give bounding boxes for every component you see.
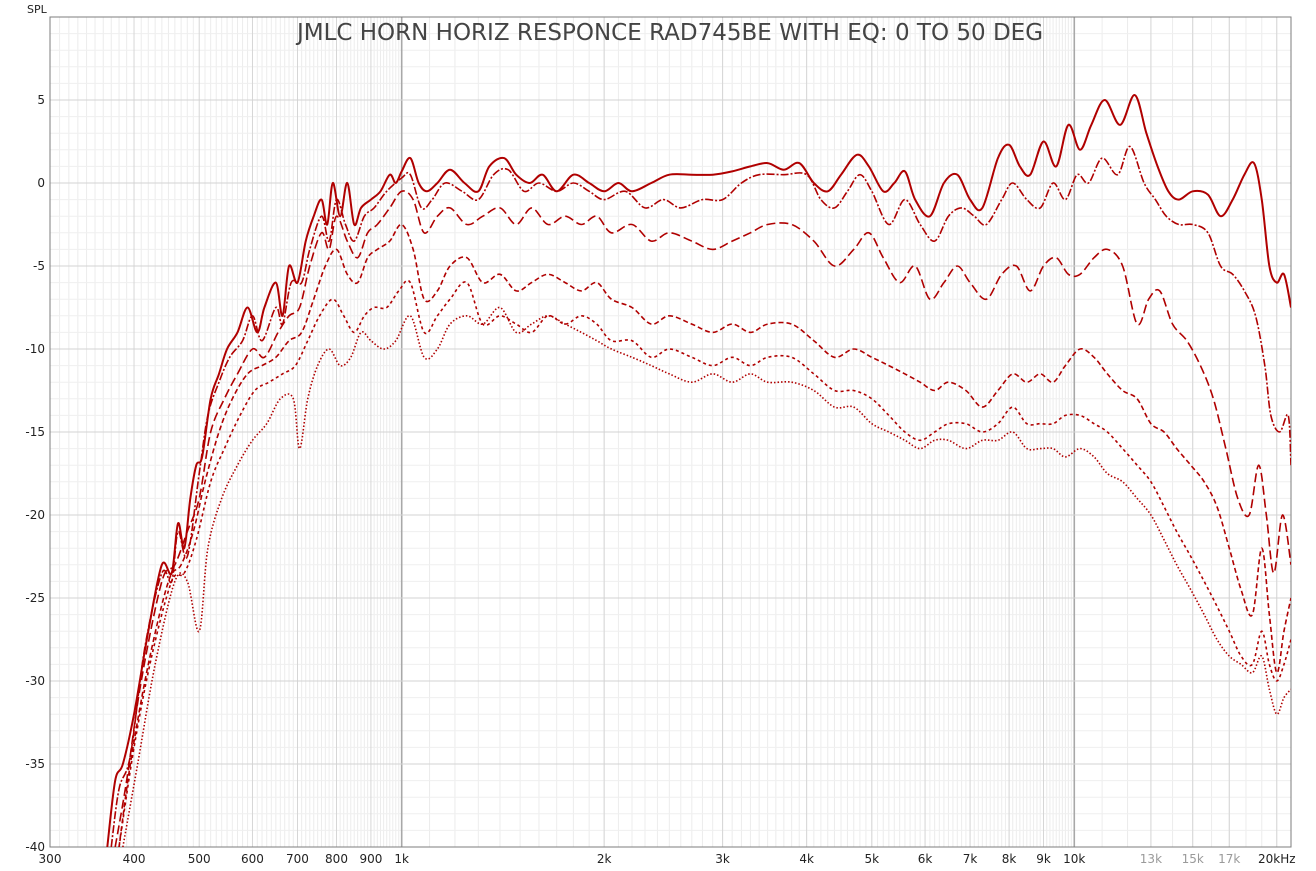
response-curve-6 bbox=[122, 306, 1291, 847]
y-tick-label: 5 bbox=[37, 93, 45, 107]
x-tick-label: 900 bbox=[359, 852, 382, 866]
x-tick-label: 15k bbox=[1182, 852, 1204, 866]
x-tick-label: 500 bbox=[188, 852, 211, 866]
y-tick-label: -15 bbox=[25, 425, 45, 439]
major-gridlines bbox=[49, 17, 1291, 848]
x-tick-label: 9k bbox=[1036, 852, 1051, 866]
x-tick-label: 17k bbox=[1218, 852, 1240, 866]
x-tick-label: 800 bbox=[325, 852, 348, 866]
response-curve-2 bbox=[110, 145, 1291, 847]
x-tick-label: 20kHz bbox=[1258, 852, 1296, 866]
x-tick-label: 5k bbox=[865, 852, 880, 866]
x-tick-label: 4k bbox=[799, 852, 814, 866]
x-tick-label: 10k bbox=[1063, 852, 1085, 866]
series-layer bbox=[106, 94, 1291, 847]
x-tick-label: 400 bbox=[123, 852, 146, 866]
x-tick-label: 2k bbox=[597, 852, 612, 866]
x-tick-label: 600 bbox=[241, 852, 264, 866]
x-tick-label: 7k bbox=[963, 852, 978, 866]
y-tick-label: -10 bbox=[25, 342, 45, 356]
y-tick-label: -5 bbox=[33, 259, 45, 273]
y-tick-label: -25 bbox=[25, 591, 45, 605]
x-tick-label: 13k bbox=[1140, 852, 1162, 866]
response-curve-3 bbox=[114, 190, 1291, 847]
x-tick-label: 1k bbox=[394, 852, 409, 866]
x-tick-label: 6k bbox=[918, 852, 933, 866]
x-tick-label: 300 bbox=[39, 852, 62, 866]
x-tick-label: 8k bbox=[1002, 852, 1017, 866]
y-tick-label: -20 bbox=[25, 508, 45, 522]
y-tick-label: -30 bbox=[25, 674, 45, 688]
x-tick-labels: 300 400 500 600 700 800 900 1k 2k 3k 4k 5k 6k 7k 8k 9k 1… bbox=[39, 852, 1296, 866]
y-tick-label: -35 bbox=[25, 757, 45, 771]
y-axis-label: SPL bbox=[27, 3, 48, 16]
x-tick-label: 700 bbox=[286, 852, 309, 866]
response-curve-5 bbox=[118, 279, 1291, 847]
plot-frame bbox=[49, 16, 1292, 848]
y-tick-labels: 5 0 -5 -10 -15 -20 -25 -30 -35 -40 bbox=[25, 93, 45, 854]
x-tick-label: 3k bbox=[715, 852, 730, 866]
y-tick-label: -40 bbox=[25, 840, 45, 854]
y-tick-label: 0 bbox=[37, 176, 45, 190]
chart-title: JMLC HORN HORIZ RESPONCE RAD745BE WITH E… bbox=[295, 20, 1043, 46]
